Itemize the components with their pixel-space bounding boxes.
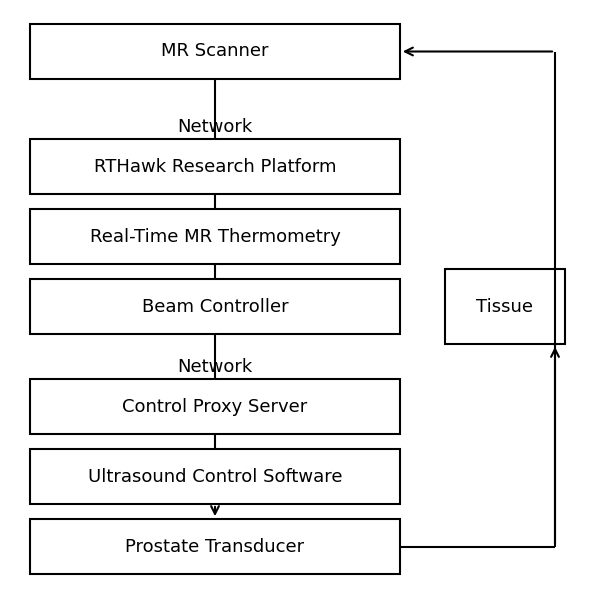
Bar (445, 269, 565, 344)
Bar (30, 449, 400, 504)
Text: Control Proxy Server: Control Proxy Server (123, 398, 307, 415)
Text: Prostate Transducer: Prostate Transducer (126, 538, 304, 555)
Text: Ultrasound Control Software: Ultrasound Control Software (88, 468, 342, 485)
Text: Beam Controller: Beam Controller (142, 297, 288, 316)
Text: MR Scanner: MR Scanner (161, 42, 269, 61)
Bar (30, 24, 400, 79)
Bar (30, 519, 400, 574)
Text: Tissue: Tissue (477, 297, 533, 316)
Bar (30, 379, 400, 434)
Bar (30, 279, 400, 334)
Bar (30, 139, 400, 194)
Text: Network: Network (178, 118, 252, 136)
Text: RTHawk Research Platform: RTHawk Research Platform (94, 157, 336, 176)
Text: Real-Time MR Thermometry: Real-Time MR Thermometry (90, 227, 340, 246)
Bar (30, 209, 400, 264)
Text: Network: Network (178, 358, 252, 376)
